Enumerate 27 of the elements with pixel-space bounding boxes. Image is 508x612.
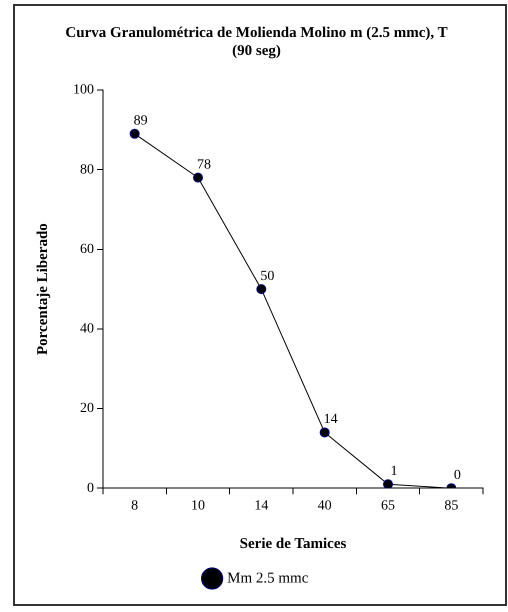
data-label: 0: [454, 468, 461, 483]
data-label: 50: [260, 268, 274, 284]
y-tick-label: 40: [80, 322, 94, 337]
y-tick-label: 100: [73, 82, 94, 98]
y-tick-label: 20: [80, 401, 94, 416]
point: [130, 128, 140, 139]
data-label: 14: [324, 412, 338, 428]
y-tick-label: 60: [80, 242, 94, 257]
data-label: 89: [134, 113, 148, 128]
y-tick-label: 80: [80, 162, 94, 178]
x-tick-label: 8: [131, 498, 138, 514]
data-label: 78: [197, 157, 211, 172]
y-tick-label: 0: [87, 480, 94, 496]
x-tick-label: 40: [318, 498, 332, 514]
chart-title: Curva Granulométrica de Molienda Molino m (2.5 mmc), T (90 seg): [65, 24, 448, 59]
point: [383, 479, 393, 488]
x-tick-label: 10: [191, 498, 205, 514]
x-axis-title: Serie de Tamices: [240, 536, 346, 552]
point: [320, 427, 330, 438]
data-label: 1: [390, 464, 398, 479]
x-tick-label: 65: [381, 498, 395, 514]
x-tick-label: 14: [254, 498, 268, 514]
x-tick-label: 85: [444, 498, 458, 514]
y-axis-title: Porcentaje Liberado: [34, 223, 51, 355]
legend-label: Mm 2.5 mmc: [227, 570, 309, 586]
point: [256, 284, 266, 294]
point: [193, 172, 203, 183]
